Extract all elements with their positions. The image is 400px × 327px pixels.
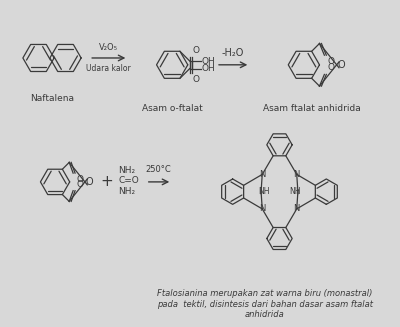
Text: O: O <box>337 60 345 70</box>
Text: O: O <box>86 177 93 187</box>
Text: +: + <box>100 174 113 189</box>
Text: NH₂: NH₂ <box>118 166 136 175</box>
Text: N: N <box>294 170 300 179</box>
Text: NH: NH <box>289 187 301 196</box>
Text: 250°C: 250°C <box>146 165 171 174</box>
Text: Ftalosianina merupakan zat warna biru (monastral)
pada  tektil, disintesis dari : Ftalosianina merupakan zat warna biru (m… <box>157 289 373 319</box>
Text: OH: OH <box>202 57 215 65</box>
Text: O: O <box>327 57 334 66</box>
Text: -H₂O: -H₂O <box>222 48 244 58</box>
Text: O: O <box>327 63 334 73</box>
Text: C=O: C=O <box>118 177 139 185</box>
Text: O: O <box>76 175 83 184</box>
Text: O: O <box>76 180 83 189</box>
Text: O: O <box>193 46 200 55</box>
Text: N: N <box>294 204 300 214</box>
Text: OH: OH <box>202 64 215 73</box>
Text: O: O <box>193 75 200 84</box>
Text: V₂O₅: V₂O₅ <box>99 43 118 52</box>
Text: Udara kalor: Udara kalor <box>86 64 131 73</box>
Text: N: N <box>259 204 266 214</box>
Text: Naftalena: Naftalena <box>30 94 74 103</box>
Text: Asam ftalat anhidrida: Asam ftalat anhidrida <box>263 104 360 113</box>
Text: Asam o-ftalat: Asam o-ftalat <box>142 104 202 113</box>
Text: N: N <box>259 170 266 179</box>
Text: NH: NH <box>258 187 270 196</box>
Text: NH₂: NH₂ <box>118 187 136 196</box>
